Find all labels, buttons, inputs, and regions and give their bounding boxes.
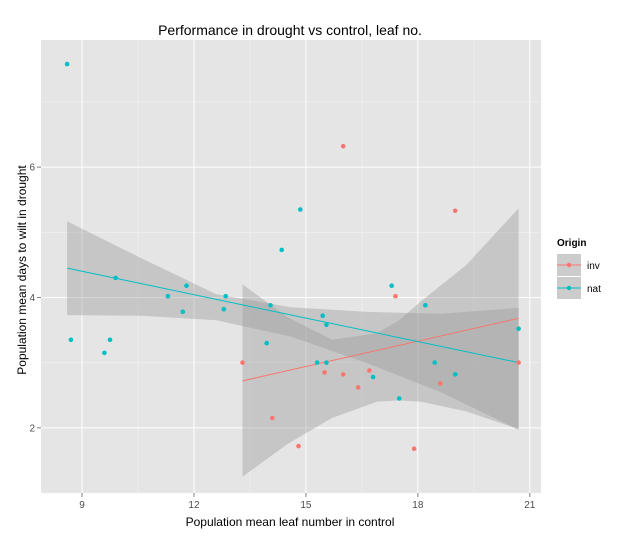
legend-entry-nat: nat [557, 277, 601, 299]
data-point-inv [452, 208, 458, 214]
x-axis-ticks: 9 12 15 18 21 [79, 493, 536, 511]
data-point-nat [432, 360, 438, 365]
x-tick-label: 9 [79, 500, 85, 511]
x-tick-label: 15 [300, 500, 312, 511]
data-point-nat [68, 337, 74, 343]
data-point-nat [389, 283, 395, 289]
chart-title: Performance in drought vs control, leaf … [158, 22, 422, 38]
data-point-nat [221, 306, 227, 312]
fit-line-inv [242, 317, 519, 382]
data-point-nat [113, 275, 118, 281]
data-point-nat [264, 340, 270, 346]
data-point-inv [240, 360, 245, 365]
data-point-inv [355, 385, 361, 390]
data-point-nat [165, 293, 171, 299]
plot-panel [41, 40, 541, 493]
y-axis-ticks: 2 4 6 [29, 163, 41, 434]
data-point-nat [180, 309, 186, 315]
data-point-nat [314, 360, 320, 365]
data-point-nat [452, 372, 458, 377]
legend: Origin inv nat [557, 238, 601, 299]
data-point-nat [320, 313, 326, 319]
legend-entry-inv: inv [557, 254, 600, 276]
legend-label-inv: inv [587, 261, 600, 272]
data-point-nat [423, 303, 428, 308]
data-point-nat [184, 283, 189, 289]
x-tick-label: 12 [188, 500, 200, 511]
data-point-inv [411, 446, 417, 452]
data-point-nat [223, 293, 228, 299]
data-point-inv [296, 443, 301, 449]
data-point-inv [393, 293, 398, 299]
x-tick-label: 21 [524, 500, 536, 511]
data-point-nat [516, 326, 521, 332]
data-point-nat [107, 337, 113, 343]
data-point-inv [438, 381, 443, 386]
x-tick-label: 18 [412, 500, 424, 511]
confidence-band-inv [242, 208, 519, 477]
confidence-band-nat [67, 221, 519, 430]
data-point-inv [367, 368, 372, 373]
data-point-nat [268, 303, 273, 308]
data-points [64, 61, 521, 452]
y-axis-title: Population mean days to wilt in drought [15, 165, 29, 375]
confidence-bands [67, 208, 519, 477]
legend-dot-inv [566, 262, 572, 268]
data-point-nat [279, 247, 285, 253]
legend-label-nat: nat [587, 284, 601, 295]
grid-lines [41, 40, 541, 494]
legend-dot-nat [566, 285, 572, 291]
data-point-nat [396, 396, 402, 401]
data-point-nat [298, 207, 303, 212]
data-point-inv [270, 415, 275, 421]
legend-title: Origin [557, 238, 586, 249]
y-tick-label: 4 [29, 293, 35, 304]
data-point-inv [516, 360, 521, 365]
data-point-nat [324, 360, 329, 365]
data-point-inv [340, 143, 346, 149]
data-point-nat [324, 322, 329, 328]
data-point-nat [102, 350, 107, 356]
data-point-nat [370, 374, 376, 380]
x-axis-title: Population mean leaf number in control [186, 515, 395, 529]
y-tick-label: 2 [29, 423, 35, 434]
data-point-inv [340, 372, 346, 377]
fit-lines [67, 267, 519, 382]
data-point-nat [64, 61, 70, 67]
data-point-inv [322, 370, 327, 375]
fit-line-nat [67, 267, 519, 364]
y-tick-label: 6 [29, 163, 35, 174]
